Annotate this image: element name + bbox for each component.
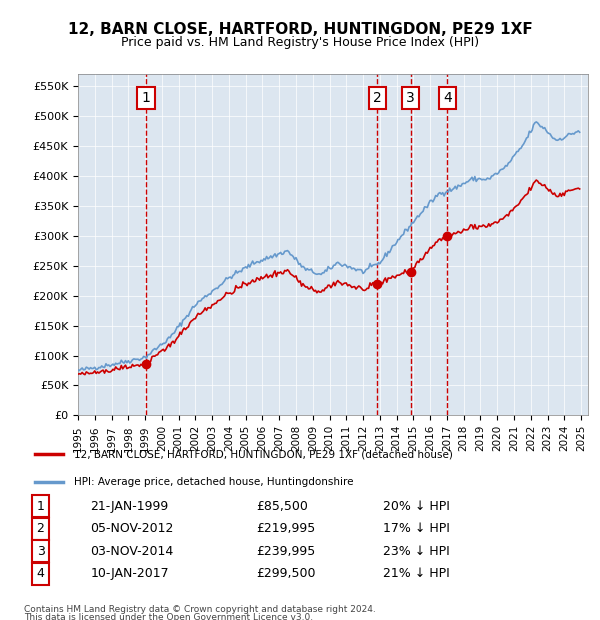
Text: 21-JAN-1999: 21-JAN-1999 bbox=[90, 500, 169, 513]
Text: 20% ↓ HPI: 20% ↓ HPI bbox=[383, 500, 449, 513]
Text: 23% ↓ HPI: 23% ↓ HPI bbox=[383, 545, 449, 558]
Text: 17% ↓ HPI: 17% ↓ HPI bbox=[383, 522, 449, 535]
Text: 1: 1 bbox=[142, 91, 151, 105]
Text: 21% ↓ HPI: 21% ↓ HPI bbox=[383, 567, 449, 580]
Text: 3: 3 bbox=[406, 91, 415, 105]
Text: £85,500: £85,500 bbox=[256, 500, 308, 513]
Text: 4: 4 bbox=[443, 91, 452, 105]
Text: 05-NOV-2012: 05-NOV-2012 bbox=[90, 522, 173, 535]
Text: Price paid vs. HM Land Registry's House Price Index (HPI): Price paid vs. HM Land Registry's House … bbox=[121, 36, 479, 49]
Text: 12, BARN CLOSE, HARTFORD, HUNTINGDON, PE29 1XF (detached house): 12, BARN CLOSE, HARTFORD, HUNTINGDON, PE… bbox=[74, 450, 452, 459]
Text: 12, BARN CLOSE, HARTFORD, HUNTINGDON, PE29 1XF: 12, BARN CLOSE, HARTFORD, HUNTINGDON, PE… bbox=[68, 22, 532, 37]
Text: £239,995: £239,995 bbox=[256, 545, 315, 558]
Text: 4: 4 bbox=[37, 567, 44, 580]
Text: 03-NOV-2014: 03-NOV-2014 bbox=[90, 545, 173, 558]
Text: HPI: Average price, detached house, Huntingdonshire: HPI: Average price, detached house, Hunt… bbox=[74, 477, 353, 487]
Text: This data is licensed under the Open Government Licence v3.0.: This data is licensed under the Open Gov… bbox=[24, 613, 313, 620]
Text: £299,500: £299,500 bbox=[256, 567, 316, 580]
Text: 3: 3 bbox=[37, 545, 44, 558]
Text: £219,995: £219,995 bbox=[256, 522, 315, 535]
Text: 2: 2 bbox=[37, 522, 44, 535]
Text: 10-JAN-2017: 10-JAN-2017 bbox=[90, 567, 169, 580]
Text: 1: 1 bbox=[37, 500, 44, 513]
Text: Contains HM Land Registry data © Crown copyright and database right 2024.: Contains HM Land Registry data © Crown c… bbox=[24, 604, 376, 614]
Text: 2: 2 bbox=[373, 91, 382, 105]
